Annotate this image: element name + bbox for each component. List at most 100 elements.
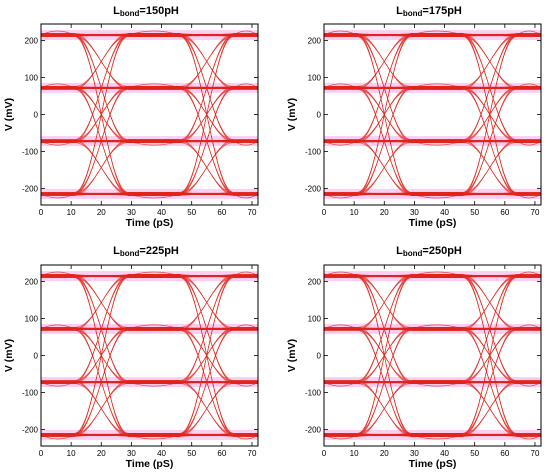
eye-trace-76 bbox=[411, 89, 541, 140]
y-tick-label: -100 bbox=[22, 388, 39, 397]
eye-trace-54 bbox=[411, 142, 541, 193]
overshoot-trace-0-2 bbox=[324, 83, 358, 89]
x-tick-label: 0 bbox=[322, 208, 327, 217]
x-tick-label: 70 bbox=[248, 449, 257, 458]
y-tick-label: 200 bbox=[25, 278, 39, 287]
y-tick-label: 100 bbox=[25, 315, 39, 324]
x-tick-label: 0 bbox=[39, 449, 44, 458]
x-tick-label: 30 bbox=[127, 208, 136, 217]
eye-trace-59 bbox=[128, 275, 258, 436]
x-tick-label: 30 bbox=[127, 449, 136, 458]
overshoot-trace-2-0 bbox=[516, 193, 541, 199]
y-axis-label: V (mV) bbox=[3, 339, 15, 372]
eye-diagram-plot: 0 10 20 30 40 50 60 70 -200 -100 0 100 200 Time (pS) V… bbox=[3, 23, 259, 229]
x-tick-label: 70 bbox=[531, 208, 540, 217]
y-tick-label: 0 bbox=[34, 352, 39, 361]
x-tick-label: 60 bbox=[500, 208, 509, 217]
overshoot-trace-0-1 bbox=[41, 140, 75, 146]
eye-diagram-panel-2: Lbond=175pH 0 10 20 30 40 50 60 70 -200 -100 0 100 2… bbox=[283, 0, 550, 235]
overshoot-trace-1-2 bbox=[128, 324, 180, 330]
x-tick-label: 0 bbox=[322, 449, 327, 458]
overshoot-trace-2-1 bbox=[516, 140, 541, 146]
eye-trace-84 bbox=[128, 277, 258, 328]
overshoot-trace-2-2 bbox=[233, 83, 258, 89]
eye-diagram-plot: 0 10 20 30 40 50 60 70 -200 -100 0 100 200 Time (pS) V… bbox=[3, 264, 259, 470]
traces-group bbox=[324, 271, 541, 440]
eye-trace-85 bbox=[411, 36, 541, 193]
eye-trace-69 bbox=[411, 330, 541, 381]
overshoot-trace-2-1 bbox=[233, 381, 258, 387]
x-tick-label: 0 bbox=[39, 208, 44, 217]
overshoot-trace-0-2 bbox=[41, 324, 75, 330]
x-tick-label: 50 bbox=[470, 208, 479, 217]
overshoot-trace-2-0 bbox=[516, 434, 541, 440]
y-tick-label: 0 bbox=[34, 111, 39, 120]
x-tick-label: 40 bbox=[440, 208, 449, 217]
overshoot-trace-0-1 bbox=[41, 381, 75, 387]
eye-diagram-panel-1: Lbond=150pH 0 10 20 30 40 50 60 70 -200 -100 0 100 2… bbox=[0, 0, 275, 235]
overshoot-trace-2-2 bbox=[516, 83, 541, 89]
eye-trace-69 bbox=[411, 89, 541, 140]
overshoot-trace-2-0 bbox=[233, 434, 258, 440]
traces-group bbox=[41, 30, 258, 199]
chart-title: Lbond=250pH bbox=[396, 245, 462, 258]
eye-trace-60 bbox=[411, 277, 541, 434]
x-axis-label: Time (pS) bbox=[126, 458, 174, 470]
y-tick-label: -100 bbox=[305, 388, 322, 397]
overshoot-trace-0-1 bbox=[324, 381, 358, 387]
overshoot-trace-1-1 bbox=[411, 381, 463, 387]
eye-trace-84 bbox=[128, 36, 258, 87]
eye-diagram-panel-4: Lbond=250pH 0 10 20 30 40 50 60 70 -200 -100 0 100 2… bbox=[283, 241, 550, 476]
eye-trace-91 bbox=[128, 36, 258, 87]
overshoot-trace-2-0 bbox=[233, 193, 258, 199]
eye-trace-85 bbox=[128, 277, 258, 434]
y-tick-label: 0 bbox=[317, 352, 322, 361]
y-tick-label: 200 bbox=[308, 278, 322, 287]
overshoot-trace-0-2 bbox=[41, 83, 75, 89]
overshoot-trace-1-0 bbox=[128, 193, 180, 199]
eye-trace-86 bbox=[128, 275, 258, 436]
x-tick-label: 10 bbox=[350, 208, 359, 217]
overshoot-trace-0-1 bbox=[324, 140, 358, 146]
eye-trace-76 bbox=[128, 89, 258, 140]
x-axis-label: Time (pS) bbox=[409, 217, 457, 229]
eye-trace-59 bbox=[411, 34, 541, 195]
eye-trace-60 bbox=[128, 36, 258, 193]
eye-trace-69 bbox=[128, 330, 258, 381]
y-tick-label: 200 bbox=[25, 37, 39, 46]
x-tick-label: 30 bbox=[410, 208, 419, 217]
y-tick-label: 100 bbox=[308, 74, 322, 83]
y-tick-label: -100 bbox=[22, 147, 39, 156]
overshoot-trace-0-3 bbox=[324, 30, 358, 36]
x-tick-label: 60 bbox=[217, 208, 226, 217]
plot-frame bbox=[323, 23, 542, 206]
eye-trace-61 bbox=[411, 142, 541, 193]
overshoot-trace-2-1 bbox=[233, 140, 258, 146]
overshoot-trace-1-1 bbox=[128, 381, 180, 387]
y-tick-label: 100 bbox=[25, 74, 39, 83]
eye-trace-91 bbox=[128, 277, 258, 328]
x-tick-label: 10 bbox=[67, 208, 76, 217]
plot-frame bbox=[40, 23, 259, 206]
overshoot-trace-2-2 bbox=[516, 324, 541, 330]
eye-trace-54 bbox=[128, 383, 258, 434]
overshoot-trace-0-3 bbox=[41, 271, 75, 277]
x-tick-label: 70 bbox=[248, 208, 257, 217]
overshoot-trace-2-3 bbox=[516, 30, 541, 36]
overshoot-trace-0-0 bbox=[41, 434, 75, 440]
overshoot-trace-2-3 bbox=[233, 30, 258, 36]
overshoot-trace-1-2 bbox=[128, 83, 180, 89]
overshoot-trace-0-3 bbox=[41, 30, 75, 36]
eye-trace-59 bbox=[411, 275, 541, 436]
x-tick-label: 60 bbox=[217, 449, 226, 458]
plot-frame bbox=[40, 264, 259, 447]
eye-trace-86 bbox=[411, 275, 541, 436]
x-tick-label: 70 bbox=[531, 449, 540, 458]
overshoot-trace-2-3 bbox=[516, 271, 541, 277]
eye-diagram-plot: 0 10 20 30 40 50 60 70 -200 -100 0 100 200 Time (pS) V… bbox=[286, 23, 542, 229]
overshoot-trace-1-0 bbox=[411, 193, 463, 199]
eye-trace-61 bbox=[128, 383, 258, 434]
eye-trace-86 bbox=[411, 34, 541, 195]
y-tick-label: 0 bbox=[317, 111, 322, 120]
y-axis-label: V (mV) bbox=[286, 339, 298, 372]
